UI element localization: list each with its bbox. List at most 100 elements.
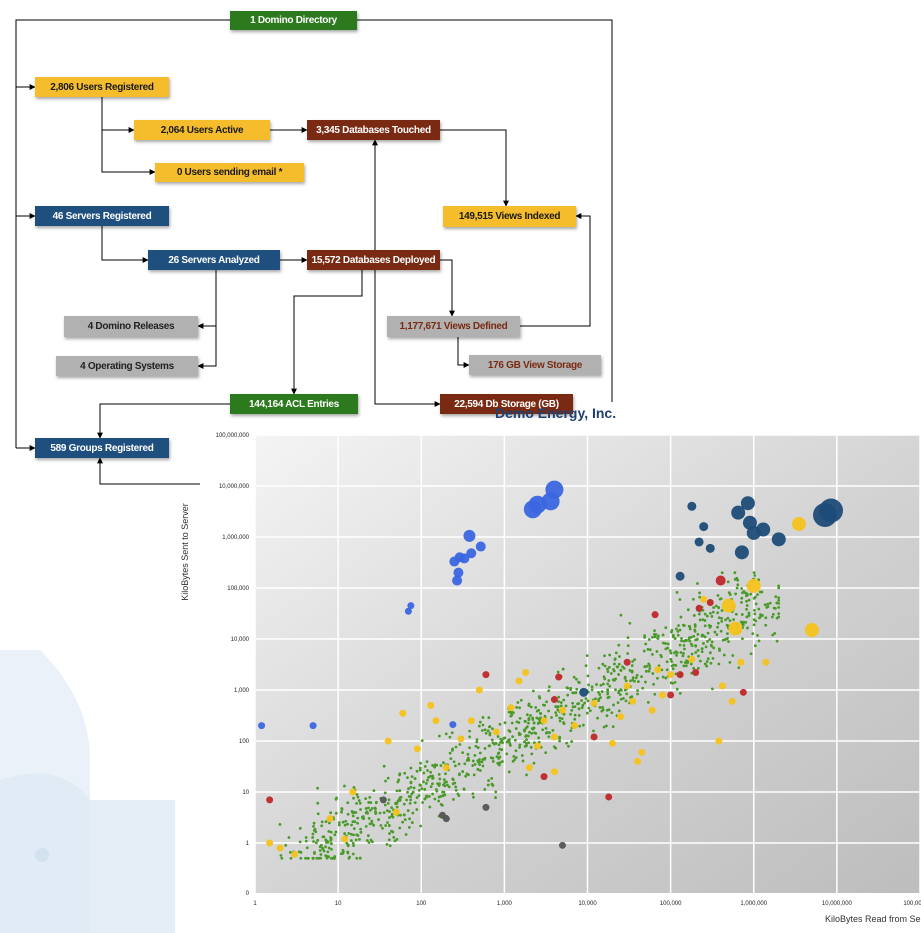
- cloud-point: [598, 693, 602, 696]
- cloud-point: [617, 655, 621, 658]
- cloud-point: [359, 827, 363, 831]
- data-point: [654, 666, 662, 674]
- cloud-point: [433, 765, 437, 769]
- data-point: [746, 578, 761, 593]
- cloud-point: [527, 734, 530, 738]
- cloud-point: [777, 596, 781, 600]
- cloud-point: [312, 824, 315, 828]
- cloud-point: [468, 729, 472, 733]
- cloud-point: [599, 683, 603, 687]
- cloud-point: [693, 628, 697, 632]
- cloud-point: [476, 746, 480, 749]
- cloud-point: [626, 644, 630, 648]
- x-tick-label: 1,000,000: [740, 901, 767, 907]
- cloud-point: [763, 603, 767, 607]
- cloud-point: [777, 584, 781, 588]
- cloud-point: [665, 660, 669, 664]
- data-point: [623, 658, 631, 666]
- cloud-point: [518, 706, 522, 710]
- cloud-point: [686, 608, 690, 612]
- data-point: [762, 658, 770, 666]
- cloud-point: [577, 681, 581, 685]
- cloud-point: [481, 723, 485, 727]
- cloud-point: [298, 826, 302, 830]
- cloud-point: [689, 662, 693, 666]
- x-tick-label: 100,000,000: [903, 901, 921, 907]
- data-point: [590, 699, 598, 707]
- cloud-point: [476, 759, 480, 763]
- cloud-point: [508, 742, 512, 746]
- cloud-point: [388, 810, 391, 813]
- cloud-point: [747, 614, 751, 617]
- cloud-point: [675, 590, 679, 594]
- data-point: [742, 515, 757, 530]
- y-tick-label: 100,000,000: [216, 433, 250, 439]
- cloud-point: [554, 711, 558, 714]
- cloud-point: [532, 741, 536, 745]
- x-tick-label: 100: [416, 901, 427, 907]
- cloud-point: [592, 729, 595, 733]
- cloud-point: [648, 664, 652, 668]
- data-point: [737, 658, 745, 666]
- cloud-point: [725, 637, 729, 641]
- cloud-point: [720, 616, 724, 620]
- cloud-point: [364, 825, 368, 828]
- cloud-point: [521, 759, 525, 763]
- cloud-point: [325, 856, 329, 860]
- cloud-point: [529, 705, 533, 709]
- cloud-point: [547, 709, 550, 713]
- cloud-point: [756, 633, 759, 637]
- cloud-point: [348, 855, 352, 859]
- cloud-point: [619, 668, 623, 672]
- cloud-point: [408, 817, 411, 821]
- cloud-point: [712, 606, 716, 609]
- data-point: [379, 796, 387, 804]
- cloud-point: [644, 669, 648, 673]
- cloud-point: [395, 789, 399, 793]
- cloud-point: [531, 727, 535, 731]
- cloud-point: [557, 700, 560, 704]
- cloud-point: [418, 766, 422, 770]
- cloud-point: [673, 680, 677, 684]
- cloud-point: [318, 849, 322, 852]
- cloud-point: [397, 778, 401, 782]
- cloud-point: [717, 606, 721, 609]
- cloud-point: [601, 682, 605, 686]
- cloud-point: [629, 679, 632, 683]
- cloud-point: [298, 840, 302, 844]
- cloud-point: [356, 816, 360, 820]
- cloud-point: [312, 840, 315, 843]
- cloud-point: [555, 705, 559, 709]
- cloud-point: [415, 796, 419, 799]
- cloud-point: [580, 699, 583, 702]
- cloud-point: [697, 654, 700, 658]
- cloud-point: [573, 705, 577, 709]
- cloud-point: [524, 734, 528, 738]
- cloud-point: [490, 727, 494, 731]
- data-point: [667, 691, 675, 699]
- cloud-point: [518, 716, 522, 720]
- cloud-point: [409, 798, 413, 802]
- cloud-point: [387, 838, 391, 842]
- cloud-point: [771, 633, 775, 637]
- cloud-point: [711, 610, 715, 614]
- cloud-point: [461, 751, 465, 754]
- cloud-point: [410, 821, 414, 824]
- cloud-point: [617, 643, 621, 647]
- cloud-point: [474, 744, 478, 748]
- cloud-point: [768, 601, 772, 605]
- cloud-point: [388, 844, 392, 848]
- cloud-point: [607, 665, 611, 669]
- data-point: [694, 537, 704, 547]
- cloud-point: [744, 620, 748, 624]
- cloud-point: [740, 596, 744, 600]
- cloud-point: [741, 591, 744, 595]
- cloud-point: [472, 795, 475, 799]
- cloud-point: [594, 697, 597, 701]
- cloud-point: [483, 728, 487, 732]
- cloud-point: [448, 735, 452, 739]
- cloud-point: [633, 658, 637, 662]
- cloud-point: [656, 637, 660, 640]
- cloud-point: [733, 577, 737, 581]
- cloud-point: [588, 709, 592, 713]
